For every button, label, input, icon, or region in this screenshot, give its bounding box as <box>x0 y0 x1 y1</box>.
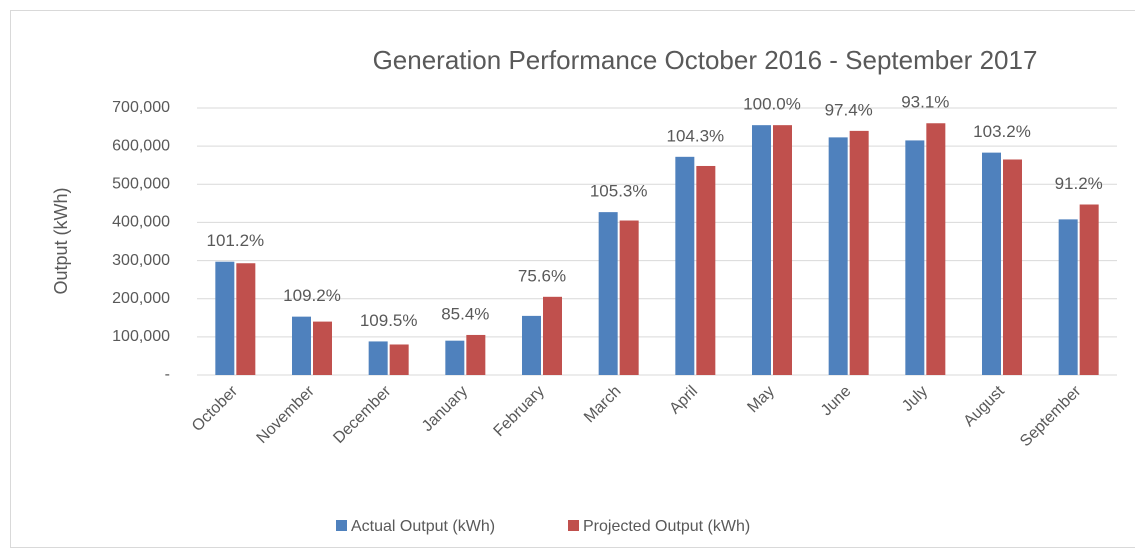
bar <box>773 125 792 376</box>
bar <box>828 137 848 375</box>
bar <box>982 152 1001 375</box>
x-tick-label: June <box>818 383 855 420</box>
chart-title: Generation Performance October 2016 - Se… <box>373 45 1038 75</box>
x-tick-label: April <box>666 383 701 418</box>
x-tick-label: May <box>744 383 777 416</box>
x-tick-label: August <box>961 382 1009 430</box>
legend-label: Actual Output (kWh) <box>351 518 495 535</box>
y-tick-label: 200,000 <box>112 290 170 307</box>
annotation: 105.3% <box>590 182 648 201</box>
annotation: 91.2% <box>1055 174 1103 193</box>
x-tick-label: November <box>254 382 319 447</box>
x-tick-label: February <box>491 383 548 440</box>
bar <box>926 123 946 375</box>
y-axis-title: Output (kWh) <box>51 187 71 294</box>
bar <box>445 340 465 375</box>
y-tick-label: 700,000 <box>112 99 170 116</box>
bar <box>1058 219 1078 375</box>
annotation: 85.4% <box>441 304 489 323</box>
bar <box>1079 204 1099 375</box>
bar <box>619 220 639 375</box>
annotation: 97.4% <box>825 100 873 119</box>
legend-swatch <box>568 520 579 531</box>
bar <box>466 334 486 375</box>
bar <box>236 263 256 375</box>
annotation: 100.0% <box>743 95 801 114</box>
bar <box>522 315 541 375</box>
annotation: 109.2% <box>283 286 341 305</box>
y-tick-label: 400,000 <box>112 214 170 231</box>
bar <box>696 165 716 375</box>
bar <box>752 125 771 376</box>
legend-swatch <box>336 520 347 531</box>
annotation: 75.6% <box>518 266 566 285</box>
y-tick-label: 100,000 <box>112 328 170 345</box>
x-tick-label: March <box>581 383 624 426</box>
x-tick-label: September <box>1017 382 1085 450</box>
bar <box>849 130 869 375</box>
annotation: 109.5% <box>360 311 418 330</box>
annotation: 104.3% <box>666 126 724 145</box>
x-tick-label: December <box>330 382 395 447</box>
bar <box>292 316 311 375</box>
annotation: 93.1% <box>901 93 949 112</box>
bar <box>543 296 562 375</box>
x-tick-label: January <box>419 383 471 435</box>
x-tick-label: October <box>189 382 242 435</box>
x-tick-label: July <box>899 383 931 415</box>
bar <box>598 212 618 375</box>
bar <box>1003 159 1022 375</box>
bar <box>215 261 235 375</box>
y-tick-label: 500,000 <box>112 176 170 193</box>
chart-border <box>10 10 1135 548</box>
y-tick-label: 600,000 <box>112 137 170 154</box>
bar <box>313 321 332 375</box>
annotation: 103.2% <box>973 122 1031 141</box>
bar <box>675 156 695 375</box>
y-tick-label: - <box>165 366 170 383</box>
annotation: 101.2% <box>206 231 264 250</box>
bar <box>368 341 388 375</box>
bar <box>905 140 925 375</box>
legend-label: Projected Output (kWh) <box>583 518 750 535</box>
y-tick-label: 300,000 <box>112 252 170 269</box>
bar <box>389 344 409 375</box>
